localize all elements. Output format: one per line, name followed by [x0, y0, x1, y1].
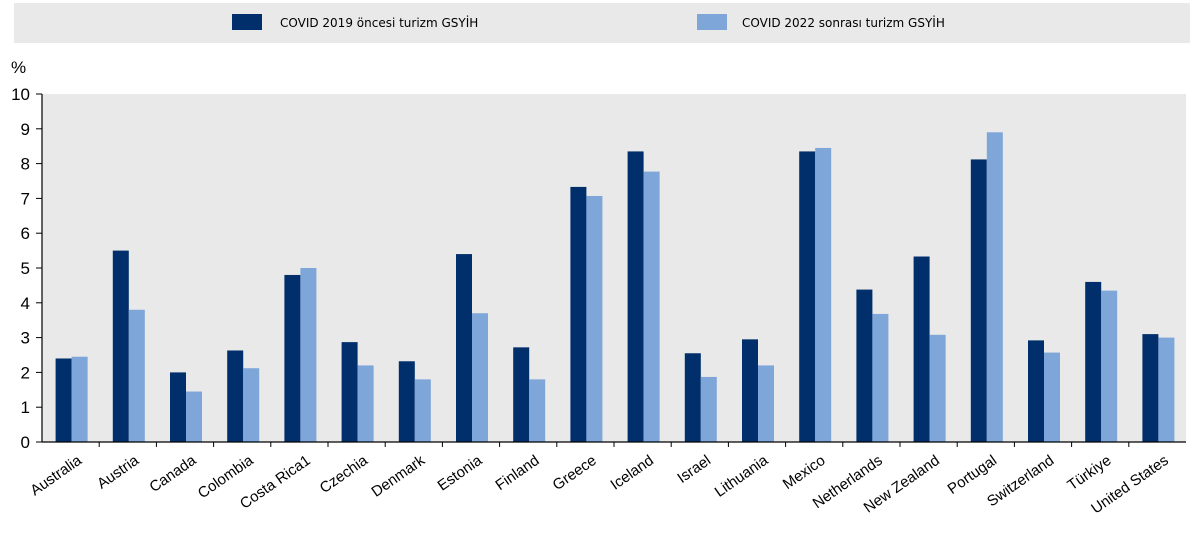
x-tick-label: Greece [550, 452, 600, 494]
y-tick-label: 6 [21, 224, 30, 243]
bar-series-1 [284, 274, 301, 442]
x-tick-label: Estonia [435, 452, 486, 495]
legend-label-series-2: COVID 2022 sonrası turizm GSYİH [742, 15, 945, 30]
bar-series-1 [799, 151, 816, 443]
plot-area [42, 94, 1186, 442]
y-tick-label: 8 [21, 155, 30, 174]
bar-series-2 [929, 334, 946, 442]
y-tick-label: 5 [21, 259, 30, 278]
x-tick-label: Mexico [780, 452, 829, 493]
x-tick-label: Iceland [607, 452, 656, 494]
bars [55, 132, 1175, 447]
bar-series-2 [1158, 337, 1175, 442]
x-tick-label: Denmark [368, 452, 428, 501]
bar-series-1 [1142, 334, 1159, 442]
bar-series-2 [1044, 352, 1060, 442]
legend-swatch-series-2 [697, 14, 727, 30]
y-tick-label: 10 [11, 85, 30, 104]
bar-series-2 [700, 376, 717, 442]
bar-series-2 [186, 391, 202, 442]
bar-series-1 [227, 350, 244, 442]
bar-series-1 [684, 353, 701, 442]
bar-series-1 [570, 186, 587, 442]
legend-label-series-1: COVID 2019 öncesi turizm GSYİH [280, 15, 478, 30]
bar-series-1 [627, 151, 644, 443]
bar-series-1 [112, 250, 129, 442]
bar-series-2 [300, 268, 317, 442]
x-tick-label: Israel [674, 452, 714, 487]
x-tick-label: Türkiye [1064, 452, 1114, 494]
bar-series-1 [742, 339, 758, 442]
bar-series-1 [913, 256, 930, 442]
legend-swatch-series-1 [232, 14, 262, 30]
bar-series-2 [472, 313, 488, 442]
y-tick-label: 7 [21, 189, 30, 208]
bar-series-2 [357, 365, 374, 442]
bar-series-2 [872, 313, 889, 442]
y-tick-label: 9 [21, 120, 30, 139]
bar-series-1 [341, 342, 358, 442]
bar-series-1 [1028, 340, 1044, 442]
x-tick-label: Canada [146, 451, 199, 495]
y-tick-label: 4 [21, 294, 30, 313]
y-tick-label: 0 [21, 433, 30, 452]
bar-series-1 [970, 159, 987, 442]
bar-series-2 [815, 147, 832, 442]
bar-series-2 [71, 356, 88, 442]
bar-series-1 [55, 358, 72, 442]
x-tick-label: Finland [492, 452, 542, 494]
bar-series-2 [529, 379, 546, 442]
y-tick-label: 3 [21, 329, 30, 348]
x-tick-label: Lithuania [712, 452, 772, 501]
bar-series-2 [128, 309, 145, 442]
bar-series-2 [986, 132, 1003, 442]
legend-background [14, 3, 1190, 43]
bar-series-2 [586, 195, 603, 442]
x-tick-label: Australia [27, 451, 85, 499]
bar-series-2 [1101, 290, 1118, 442]
bar-series-1 [398, 361, 415, 442]
bar-series-2 [758, 365, 774, 442]
bar-series-2 [243, 368, 260, 442]
bar-series-2 [414, 379, 431, 442]
x-tick-label: Czechia [317, 452, 372, 497]
y-tick-label: 2 [21, 363, 30, 382]
bar-series-2 [643, 171, 660, 442]
legend: COVID 2019 öncesi turizm GSYİH COVID 202… [232, 14, 945, 30]
bar-series-1 [456, 254, 472, 442]
x-tick-label: Austria [94, 451, 143, 492]
bar-series-1 [513, 347, 530, 442]
bar-series-1 [170, 372, 186, 442]
y-axis-ticks: 0 1 2 3 4 5 6 7 8 9 10 [11, 85, 42, 452]
y-tick-label: 1 [21, 398, 30, 417]
bar-series-1 [1085, 281, 1102, 442]
y-axis-unit-label: % [11, 58, 26, 77]
bar-series-1 [856, 289, 873, 442]
